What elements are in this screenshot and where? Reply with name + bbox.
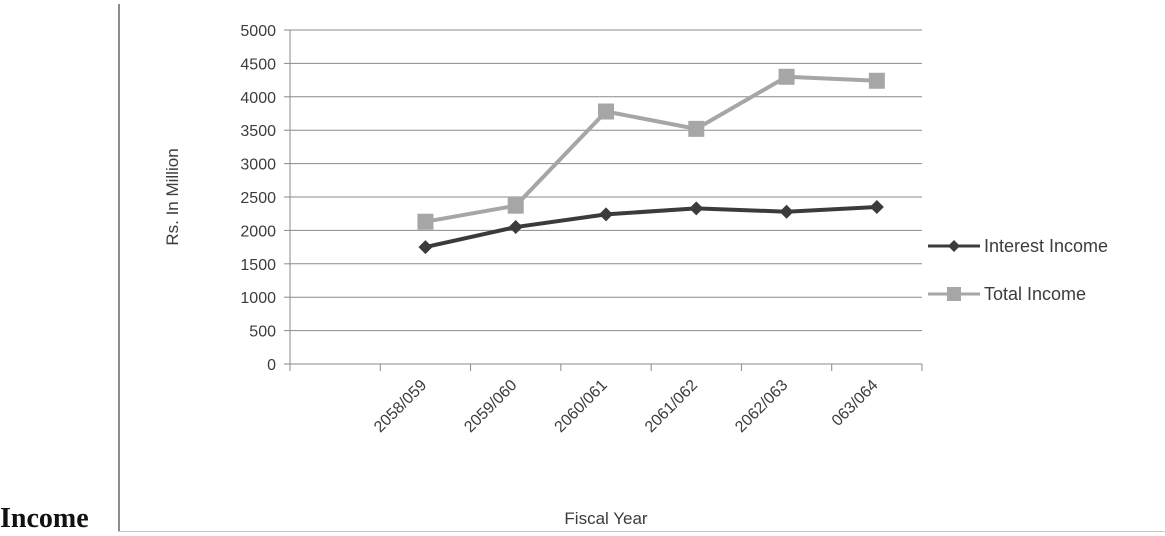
y-tick-label: 2500 [240, 190, 276, 207]
income-label: Income [0, 503, 89, 534]
data-point [688, 120, 705, 137]
x-axis: 2058/059 2059/060 2060/061 2061/062 2062/063… [289, 364, 923, 436]
y-tick-label: 4500 [240, 56, 276, 73]
y-tick-label: 3500 [240, 123, 276, 140]
y-tick-label: 500 [249, 324, 276, 341]
x-axis-label: Fiscal Year [564, 509, 647, 528]
data-point [868, 72, 885, 89]
x-tick-label: 2060/061 [552, 377, 611, 436]
series-line [424, 205, 877, 250]
x-tick-label: 2062/063 [732, 377, 791, 436]
legend-label: Total Income [984, 284, 1086, 304]
data-point [779, 204, 794, 219]
frame-bottom-border [118, 531, 1165, 532]
data-point [507, 197, 524, 214]
y-tick-label: 1000 [240, 290, 276, 307]
y-tick-label: 2000 [240, 223, 276, 240]
data-point [598, 103, 614, 120]
x-tick-label: 2061/062 [642, 377, 701, 436]
x-tick-label: 2058/059 [371, 377, 430, 436]
data-point [869, 200, 884, 215]
data-point [689, 201, 704, 216]
legend: Interest Income Total Income [928, 236, 1108, 304]
x-tick-label: 063/064 [829, 377, 882, 430]
legend-marker [947, 287, 961, 301]
legend-label: Interest Income [984, 236, 1108, 256]
y-tick-label: 3000 [240, 157, 276, 174]
data-point [599, 207, 613, 222]
data-point [508, 220, 523, 235]
y-tick-label: 5000 [240, 23, 276, 40]
gridlines [290, 29, 922, 365]
x-tick-label: 2059/060 [461, 377, 520, 436]
data-point [778, 68, 795, 85]
y-tick-label: 4000 [240, 90, 276, 107]
y-axis: 0 500 1000 1500 2000 2500 3000 3500 4000 4500 5000 [240, 23, 291, 374]
y-axis-label: Rs. In Million [163, 148, 182, 245]
y-tick-label: 1500 [240, 257, 276, 274]
legend-marker [948, 240, 960, 252]
y-tick-label: 0 [267, 357, 276, 374]
data-point [417, 213, 434, 230]
frame-left-border [118, 4, 120, 532]
data-point [418, 240, 433, 255]
series-lines [417, 68, 885, 255]
series-line [425, 74, 877, 224]
